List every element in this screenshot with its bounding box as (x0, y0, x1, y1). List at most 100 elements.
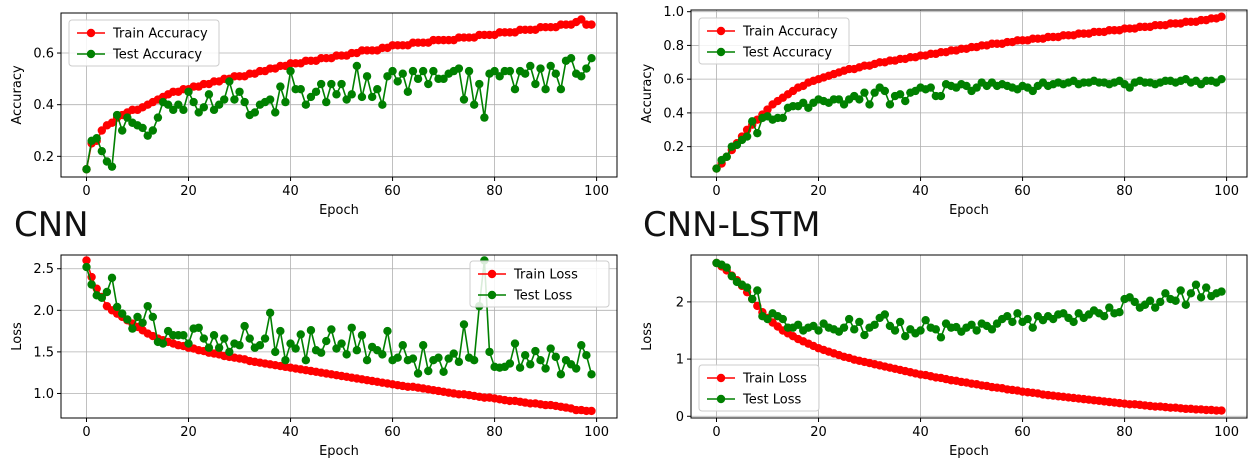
legend-marker (86, 28, 96, 38)
data-point (972, 83, 981, 92)
data-point (82, 262, 91, 272)
data-point (526, 61, 535, 71)
data-point (102, 157, 112, 166)
data-point (398, 341, 407, 350)
data-point (276, 82, 285, 91)
data-point (352, 346, 362, 355)
data-point (214, 343, 224, 352)
data-point (276, 326, 285, 336)
series-train-loss (82, 256, 596, 416)
legend-box (68, 19, 220, 67)
data-point (1196, 293, 1206, 302)
x-tick-label: 40 (912, 184, 929, 199)
data-point (271, 108, 280, 117)
data-point (850, 325, 859, 334)
data-point (316, 79, 326, 89)
x-tick-label: 20 (180, 184, 197, 199)
x-tick-label: 0 (712, 184, 720, 199)
legend-box (698, 17, 850, 65)
data-point (1105, 303, 1114, 312)
data-point (916, 326, 925, 335)
y-tick-label: 0.6 (663, 73, 684, 88)
data-point (97, 146, 107, 156)
data-point (536, 64, 545, 73)
y-tick-label: 0.2 (33, 150, 54, 165)
y-tick-label: 1.5 (33, 345, 54, 360)
data-point (1186, 289, 1196, 298)
cnn-loss-chart: 0 20 40 60 80 100 1.0 1.5 2.0 2.5 Epoch Loss Train L… (10, 254, 618, 459)
data-point (158, 339, 168, 348)
data-point (727, 271, 737, 281)
data-point (962, 81, 971, 91)
series-test-accuracy (82, 54, 596, 174)
data-point (895, 90, 905, 99)
series-line (85, 57, 593, 170)
data-point (475, 79, 484, 89)
data-point (531, 346, 540, 356)
data-point (880, 86, 890, 96)
data-point (169, 105, 178, 115)
data-point (143, 301, 152, 311)
data-point (383, 72, 392, 81)
data-point (306, 326, 316, 335)
data-point (179, 331, 188, 340)
data-point (1171, 296, 1180, 305)
data-point (107, 162, 117, 171)
y-tick-label: 0.4 (663, 106, 684, 121)
data-point (1191, 280, 1201, 289)
data-point (839, 100, 849, 109)
legend-marker (716, 26, 726, 36)
data-point (378, 100, 387, 109)
y-tick-label: 0.2 (663, 140, 684, 155)
plot-frame (690, 254, 1248, 419)
data-point (296, 84, 305, 94)
data-point (1156, 297, 1165, 307)
data-point (464, 66, 474, 76)
data-point (408, 66, 418, 76)
data-point (1013, 309, 1022, 318)
series-test-accuracy (712, 74, 1226, 173)
data-point (972, 326, 981, 335)
data-point (271, 347, 280, 357)
data-point (424, 79, 433, 89)
data-point (301, 356, 311, 365)
data-point (82, 165, 91, 174)
x-axis-label: Epoch (319, 444, 359, 459)
data-point (587, 20, 596, 29)
data-point (327, 79, 336, 89)
legend-marker (716, 394, 726, 404)
data-point (1125, 83, 1134, 92)
legend: Train Loss Test Loss (469, 260, 610, 308)
x-tick-label: 40 (282, 425, 299, 440)
data-point (367, 92, 377, 102)
data-point (804, 103, 813, 113)
data-point (357, 331, 367, 340)
x-tick-label: 100 (1214, 184, 1239, 199)
data-point (587, 370, 596, 379)
data-point (1217, 406, 1226, 415)
data-point (316, 348, 326, 357)
data-point (1217, 12, 1226, 21)
data-point (1217, 287, 1226, 296)
data-point (834, 95, 844, 104)
cnn-lstm-loss-chart: 0 20 40 60 80 100 0 1 2 Epoch Loss Train Loss Test L… (640, 254, 1248, 459)
data-point (577, 341, 586, 350)
data-point (220, 95, 229, 104)
data-point (342, 350, 351, 359)
y-tick-label: 0.8 (663, 39, 684, 54)
data-point (383, 326, 392, 336)
data-point (480, 113, 489, 122)
data-point (97, 293, 107, 303)
data-point (1150, 303, 1160, 312)
data-point (742, 283, 752, 292)
x-tick-label: 40 (912, 425, 929, 440)
data-point (814, 326, 823, 335)
data-point (153, 113, 163, 122)
data-point (209, 331, 219, 340)
data-point (413, 369, 423, 378)
data-point (184, 87, 193, 96)
data-point (541, 84, 550, 94)
data-point (860, 88, 869, 97)
series-test-loss (712, 258, 1226, 342)
